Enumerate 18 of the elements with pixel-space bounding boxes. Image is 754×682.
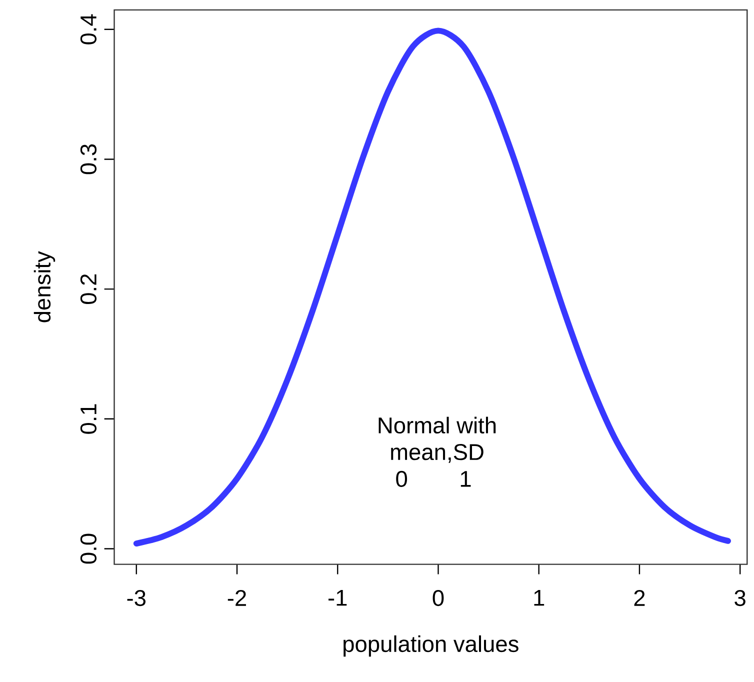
x-tick-label: 1 — [534, 590, 544, 606]
annotation: Normal with — [378, 417, 496, 434]
x-tick-label: -3 — [127, 590, 146, 606]
annotation: mean,SD — [391, 444, 484, 464]
y-tick-label: 0.2 — [80, 274, 97, 304]
x-tick-label: -2 — [228, 590, 246, 606]
x-tick-label: 3 — [734, 590, 746, 606]
x-axis-title: population values — [344, 636, 518, 657]
annotation: 0 — [396, 471, 408, 488]
x-tick-label: -1 — [328, 590, 347, 606]
y-tick-label: 0.1 — [80, 404, 97, 434]
y-tick-label: 0.3 — [80, 144, 97, 174]
y-tick-label: 0.0 — [80, 534, 97, 564]
y-axis-title: density — [34, 251, 56, 322]
x-tick-label: 0 — [432, 590, 444, 606]
x-tick-label: 2 — [634, 590, 645, 606]
y-tick-label: 0.4 — [80, 14, 97, 45]
annotation: 1 — [460, 471, 471, 487]
